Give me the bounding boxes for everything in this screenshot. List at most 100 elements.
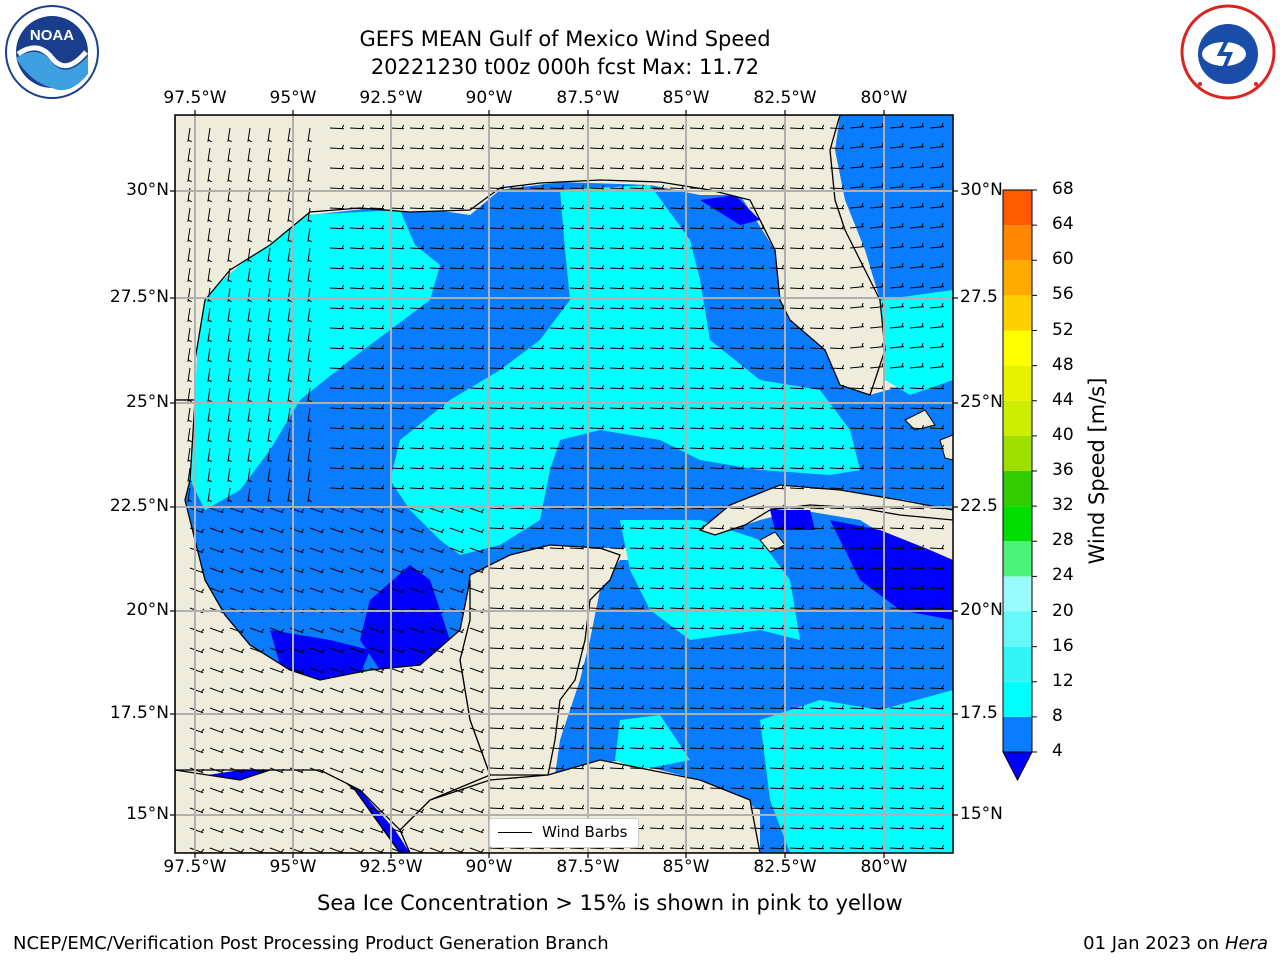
wind-barb xyxy=(509,147,525,150)
wind-barb-flag xyxy=(881,342,884,347)
wind-barb xyxy=(769,287,785,290)
wind-barb-flag xyxy=(200,708,205,713)
wind-barb xyxy=(449,827,464,834)
wind-barb xyxy=(769,527,785,530)
wind-barb-flag xyxy=(801,564,805,569)
wind-barb-flag xyxy=(721,324,725,329)
wind-barb-flag xyxy=(781,304,785,309)
wind-barb xyxy=(909,326,924,329)
wind-barb-flag xyxy=(341,284,345,289)
lon-label-top: 90°W xyxy=(465,88,513,108)
wind-barb xyxy=(709,767,725,770)
wind-barb-flag xyxy=(581,544,585,549)
wind-barb xyxy=(409,587,424,594)
wind-barb-flag xyxy=(581,444,585,449)
wind-barb xyxy=(189,747,204,754)
wind-barb xyxy=(829,747,845,750)
wind-barb-flag xyxy=(701,464,705,469)
wind-barb-flag xyxy=(280,668,285,673)
wind-barb-flag xyxy=(381,244,385,249)
wind-barb xyxy=(449,187,465,190)
wind-barb xyxy=(589,767,605,770)
wind-barb-flag xyxy=(247,479,252,483)
wind-barb-flag xyxy=(681,804,685,809)
wind-barb-flag xyxy=(941,764,945,769)
wind-barb-flag xyxy=(681,224,685,229)
wind-barb xyxy=(529,347,545,350)
wind-barb-flag xyxy=(721,564,725,569)
wind-barb xyxy=(589,627,605,630)
wind-barb xyxy=(569,387,585,390)
wind-barb-flag xyxy=(901,302,904,307)
wind-barb xyxy=(349,227,365,230)
wind-barb-flag xyxy=(267,479,272,483)
wind-barb-flag xyxy=(187,299,192,303)
wind-barb xyxy=(187,467,191,482)
wind-barb-flag xyxy=(701,664,705,669)
wind-barb-flag xyxy=(701,704,705,709)
wind-barb xyxy=(849,827,865,830)
wind-barb xyxy=(869,767,885,770)
wind-barb xyxy=(469,367,485,370)
wind-barb-flag xyxy=(260,748,265,753)
wind-barb xyxy=(509,327,525,330)
wind-barb-flag xyxy=(901,342,904,347)
wind-barb-flag xyxy=(621,324,625,329)
wind-barb-flag xyxy=(501,624,505,629)
wind-barb-flag xyxy=(781,344,785,349)
wind-barb xyxy=(469,227,485,230)
wind-barb xyxy=(609,567,625,570)
wind-barb xyxy=(207,247,211,262)
wind-barb-flag xyxy=(320,728,325,733)
wind-barb-flag xyxy=(641,344,645,349)
wind-barb-flag xyxy=(460,548,465,553)
wind-barb xyxy=(209,647,224,654)
wind-barb xyxy=(207,147,211,162)
wind-barb xyxy=(329,147,345,150)
wind-barb xyxy=(789,487,805,490)
wind-barb xyxy=(629,287,645,290)
wind-barb-flag xyxy=(601,184,605,189)
wind-barb xyxy=(689,227,705,230)
wind-barb xyxy=(929,527,945,530)
wind-barb xyxy=(589,247,605,250)
wind-barb xyxy=(769,467,785,470)
wind-barb-flag xyxy=(781,824,785,829)
wind-barb-flag xyxy=(380,828,385,833)
wind-barb-flag xyxy=(307,219,312,223)
wind-barb xyxy=(429,127,445,130)
wind-barb-flag xyxy=(621,264,625,269)
wind-barb xyxy=(649,307,665,310)
wind-barb-flag xyxy=(701,644,705,649)
wind-barb-flag xyxy=(421,484,425,489)
wind-barb xyxy=(709,607,725,610)
wind-barb xyxy=(369,287,385,290)
wind-barb-flag xyxy=(207,379,212,383)
wind-barb-flag xyxy=(461,364,465,369)
wind-barb xyxy=(749,307,765,310)
wind-barb-flag xyxy=(481,464,485,469)
wind-barb-flag xyxy=(561,484,565,489)
wind-barb-flag xyxy=(661,844,665,849)
wind-barb xyxy=(267,487,271,502)
wind-barb-flag xyxy=(941,684,945,689)
wind-barb xyxy=(307,307,311,322)
wind-barb xyxy=(849,387,865,390)
wind-barb xyxy=(849,286,864,289)
wind-barb xyxy=(669,327,685,330)
wind-barb-flag xyxy=(501,524,505,529)
wind-barb-flag xyxy=(901,424,905,429)
wind-barb-flag xyxy=(621,164,625,169)
wind-barb xyxy=(429,407,445,410)
wind-barb xyxy=(829,507,845,510)
wind-barb xyxy=(889,487,905,490)
wind-barb xyxy=(789,267,805,270)
wind-barb xyxy=(489,207,505,210)
wind-barb xyxy=(909,387,925,390)
wind-barb-flag xyxy=(661,704,665,709)
wind-barb-flag xyxy=(200,788,205,793)
wind-barb xyxy=(689,807,705,810)
wind-barb-flag xyxy=(420,728,425,733)
wind-barb-flag xyxy=(381,144,385,149)
wind-barb-flag xyxy=(941,724,945,729)
